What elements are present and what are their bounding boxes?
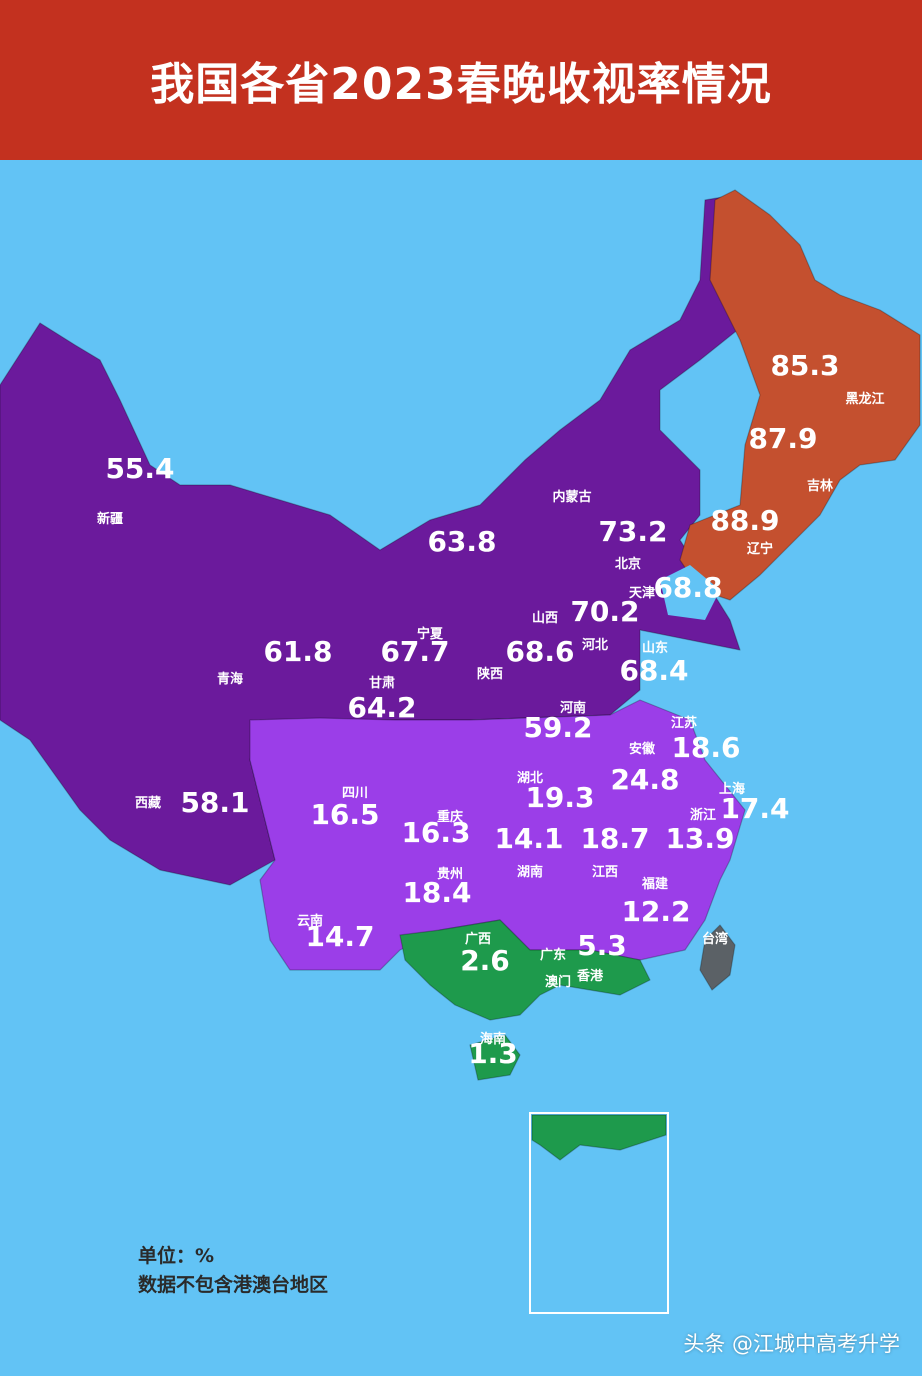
- name-gansu: 甘肃: [369, 675, 395, 691]
- value-guizhou: 18.4: [402, 876, 471, 909]
- tier-green-area: [399, 919, 651, 1021]
- value-xinjiang: 55.4: [105, 452, 174, 485]
- hainan-island: [469, 1034, 521, 1081]
- value-xizang: 58.1: [180, 786, 249, 819]
- value-yunnan: 14.7: [305, 920, 374, 953]
- name-yunnan: 云南: [297, 913, 323, 929]
- name-henan: 河南: [560, 700, 586, 716]
- value-hubei: 19.3: [525, 781, 594, 814]
- value-hunan: 14.1: [494, 822, 563, 855]
- name-hunan: 湖南: [517, 864, 543, 880]
- china-map: 55.4 新疆 63.8 内蒙古 85.3 黑龙江 87.9 吉林 88.9 辽宁 73.2 北京 68…: [0, 189, 921, 1314]
- value-heilongjiang: 85.3: [770, 349, 839, 382]
- name-shanxi: 山西: [532, 610, 558, 626]
- bohai-sea: [660, 565, 720, 620]
- value-neimenggu: 63.8: [427, 525, 496, 558]
- name-guizhou: 贵州: [437, 866, 463, 882]
- name-jilin: 吉林: [807, 478, 833, 494]
- name-hubei: 湖北: [517, 771, 543, 786]
- value-guangxi: 2.6: [460, 944, 510, 977]
- name-jiangsu: 江苏: [671, 715, 697, 731]
- name-beijing: 北京: [615, 556, 641, 572]
- value-shaanxi: 68.6: [505, 635, 574, 668]
- map-notes: 单位：% 数据不包含港澳台地区: [138, 1242, 328, 1300]
- name-hainan: 海南: [480, 1031, 506, 1047]
- name-shandong: 山东: [642, 640, 668, 656]
- name-guangxi: 广西: [465, 931, 491, 947]
- name-xizang: 西藏: [135, 795, 161, 811]
- name-hebei: 河北: [582, 637, 608, 653]
- name-shanghai: 上海: [719, 781, 745, 797]
- name-neimenggu: 内蒙古: [552, 489, 591, 505]
- name-jiangxi: 江西: [592, 864, 618, 880]
- value-anhui: 24.8: [610, 763, 679, 796]
- landmass: [0, 189, 921, 1314]
- name-xianggang: 香港: [576, 968, 604, 984]
- name-chongqing: 重庆: [437, 809, 463, 825]
- value-sichuan: 16.5: [310, 798, 379, 831]
- name-taiwan: 台湾: [702, 931, 728, 947]
- value-henan: 59.2: [523, 711, 592, 744]
- value-jilin: 87.9: [748, 422, 817, 455]
- name-shaanxi: 陕西: [477, 666, 503, 682]
- value-jiangsu: 18.6: [671, 731, 740, 764]
- value-guangdong: 5.3: [577, 929, 627, 962]
- name-sichuan: 四川: [342, 786, 368, 801]
- value-hainan: 1.3: [468, 1037, 518, 1070]
- region-labels: 55.4 新疆 63.8 内蒙古 85.3 黑龙江 87.9 吉林 88.9 辽宁 73.2 北京 68…: [97, 349, 885, 1070]
- value-shandong: 68.4: [619, 654, 688, 687]
- value-ningxia: 67.7: [380, 635, 449, 668]
- tier-red-area: [679, 189, 921, 601]
- value-liaoning: 88.9: [710, 504, 779, 537]
- name-heilongjiang: 黑龙江: [845, 391, 884, 407]
- value-jiangxi: 18.7: [580, 822, 649, 855]
- name-xinjiang: 新疆: [97, 511, 123, 527]
- value-zhejiang: 13.9: [665, 822, 734, 855]
- value-fujian: 12.2: [621, 895, 690, 928]
- south-china-sea-inset: [529, 1112, 669, 1314]
- exclusion-note: 数据不包含港澳台地区: [138, 1274, 329, 1296]
- name-anhui: 安徽: [629, 741, 656, 757]
- name-ningxia: 宁夏: [417, 626, 444, 642]
- value-qinghai: 61.8: [263, 635, 332, 668]
- value-gansu: 64.2: [347, 691, 416, 724]
- taiwan-island: [699, 924, 736, 991]
- page-title: 我国各省2023春晚收视率情况: [150, 59, 772, 110]
- name-zhejiang: 浙江: [690, 807, 716, 823]
- name-aomen: 澳门: [545, 974, 571, 990]
- value-chongqing: 16.3: [401, 816, 470, 849]
- name-tianjin: 天津: [629, 585, 655, 601]
- name-fujian: 福建: [641, 876, 668, 892]
- value-tianjin: 68.8: [653, 571, 722, 604]
- tier-light-purple-area: [249, 699, 746, 971]
- value-shanghai: 17.4: [720, 792, 789, 825]
- inset-coast: [531, 1114, 667, 1161]
- title-bar: 我国各省2023春晚收视率情况: [0, 0, 922, 160]
- unit-note: 单位：%: [138, 1245, 215, 1267]
- value-shanxi: 70.2: [570, 595, 639, 628]
- value-beijing: 73.2: [598, 515, 667, 548]
- name-qinghai: 青海: [217, 671, 243, 687]
- watermark: 头条 @江城中高考升学: [683, 1332, 900, 1356]
- name-guangdong: 广东: [540, 947, 566, 963]
- name-liaoning: 辽宁: [747, 541, 773, 557]
